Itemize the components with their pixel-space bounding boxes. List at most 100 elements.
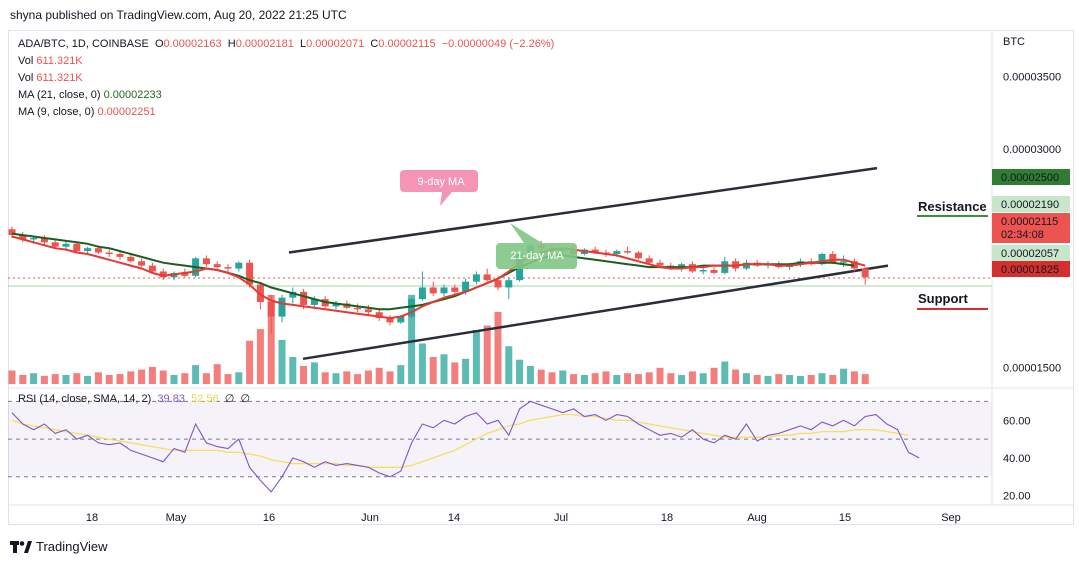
candle-body xyxy=(213,264,221,268)
close-value: 0.00002115 xyxy=(378,38,436,50)
volume-bar xyxy=(634,374,642,384)
volume-bar xyxy=(462,358,470,384)
candle-body xyxy=(267,302,275,317)
candle-body xyxy=(440,287,448,294)
volume-bar xyxy=(429,357,437,384)
countdown-text: 02:34:08 xyxy=(1001,229,1044,241)
rsi-line xyxy=(11,400,920,493)
ma21-label: MA (21, close, 0) xyxy=(18,89,101,101)
low-label: L xyxy=(299,38,307,50)
volume-bar xyxy=(364,370,372,384)
volume-bar xyxy=(354,374,362,384)
vol-label-1: Vol xyxy=(18,55,34,67)
high-label: H xyxy=(227,38,236,50)
price-badge-text-2: 0.00002115 xyxy=(1001,216,1058,228)
time-tick-5: Jul xyxy=(554,512,568,524)
time-tick-6: 18 xyxy=(661,512,673,524)
volume-bar xyxy=(764,375,772,384)
volume-bar xyxy=(580,375,588,384)
footer-brand-text: TradingView xyxy=(36,539,108,554)
candle-body xyxy=(300,291,308,305)
candle-body xyxy=(818,253,826,265)
volume-bar xyxy=(775,374,783,384)
candle-body xyxy=(354,307,362,310)
volume-bar xyxy=(840,368,848,384)
candle-body xyxy=(364,309,372,313)
ma21-row: MA (21, close, 0) 0.00002233 xyxy=(18,87,554,104)
high-value: 0.00002181 xyxy=(235,38,294,50)
volume-bar xyxy=(602,371,610,384)
ma21-callout xyxy=(496,223,577,269)
volume-bar xyxy=(505,346,513,384)
rsi-tick-2: 20.00 xyxy=(1003,491,1031,503)
price-tick-1: 0.00003000 xyxy=(1003,144,1061,156)
candle-body xyxy=(418,287,426,300)
volume-bar xyxy=(138,369,146,384)
volume-bar xyxy=(310,362,318,384)
price-badge-text-3: 0.00002057 xyxy=(1001,248,1059,260)
candle-body xyxy=(202,258,210,265)
volume-bar xyxy=(84,375,92,384)
volume-bar xyxy=(62,375,70,384)
volume-bar xyxy=(181,373,189,384)
candle-body xyxy=(429,287,437,294)
price-badge-1 xyxy=(992,196,1070,212)
low-value: 0.00002071 xyxy=(306,38,365,50)
ma9-callout-label: 9-day MA xyxy=(417,176,465,188)
volume-bar xyxy=(570,374,578,384)
volume-bar xyxy=(721,361,729,384)
volume-bar xyxy=(51,374,59,384)
candle-body xyxy=(462,281,470,292)
price-tick-2: 0.00001500 xyxy=(1003,363,1061,375)
candle-body xyxy=(332,303,340,307)
candle-body xyxy=(591,249,599,253)
ma9-label: MA (9, close, 0) xyxy=(18,106,95,118)
volume-bar xyxy=(796,375,804,384)
candle-body xyxy=(62,243,70,247)
rsi-sma-line xyxy=(11,413,909,468)
volume-bar xyxy=(678,375,686,384)
volume-bar xyxy=(645,372,653,384)
volume-bar xyxy=(300,366,308,384)
volume-bar xyxy=(537,369,545,384)
publisher-line: shyna published on TradingView.com, Aug … xyxy=(10,8,347,22)
channel-upper-line xyxy=(288,166,878,254)
ohlc-row: ADA/BTC, 1D, COINBASE O0.00002163 H0.000… xyxy=(18,36,554,53)
candle-body xyxy=(8,229,16,236)
candle-body xyxy=(138,261,146,266)
volume-bar xyxy=(753,375,761,384)
rsi-legend: RSI (14, close, SMA, 14, 2) 39.83 52.56 … xyxy=(18,392,250,405)
volume-bar xyxy=(40,375,48,384)
volume-bar xyxy=(418,343,426,384)
volume-bar xyxy=(732,369,740,384)
rsi-label[interactable]: RSI (14, close, SMA, 14, 2) xyxy=(18,393,152,405)
ma21-callout-label: 21-day MA xyxy=(510,250,564,262)
rsi-sma-value: 52.56 xyxy=(191,393,219,405)
volume-bar xyxy=(246,340,254,384)
volume-bar xyxy=(127,371,135,384)
ma9-value: 0.00002251 xyxy=(97,106,156,118)
price-axis-currency: BTC xyxy=(1003,36,1025,48)
candle-body xyxy=(645,258,653,263)
volume-bar xyxy=(624,373,632,384)
candle-body xyxy=(397,316,405,323)
candle-body xyxy=(721,261,729,273)
price-badge-4 xyxy=(992,261,1070,277)
candle-body xyxy=(159,271,167,278)
price-badge-0 xyxy=(992,169,1070,185)
time-tick-2: 16 xyxy=(263,512,275,524)
footer-brand[interactable]: TradingView xyxy=(10,539,108,554)
candle-body xyxy=(30,237,38,240)
symbol-label[interactable]: ADA/BTC, 1D, COINBASE xyxy=(18,38,149,50)
volume-bar xyxy=(397,365,405,384)
candle-body xyxy=(127,256,135,262)
candle-body xyxy=(678,264,686,268)
time-tick-8: 15 xyxy=(839,512,851,524)
ma9-callout xyxy=(400,170,478,206)
candle-body xyxy=(51,242,59,247)
chart-legend: ADA/BTC, 1D, COINBASE O0.00002163 H0.000… xyxy=(18,36,554,121)
candle-body xyxy=(116,253,124,257)
resistance-label: Resistance xyxy=(918,199,987,214)
open-value: 0.00002163 xyxy=(163,38,222,50)
